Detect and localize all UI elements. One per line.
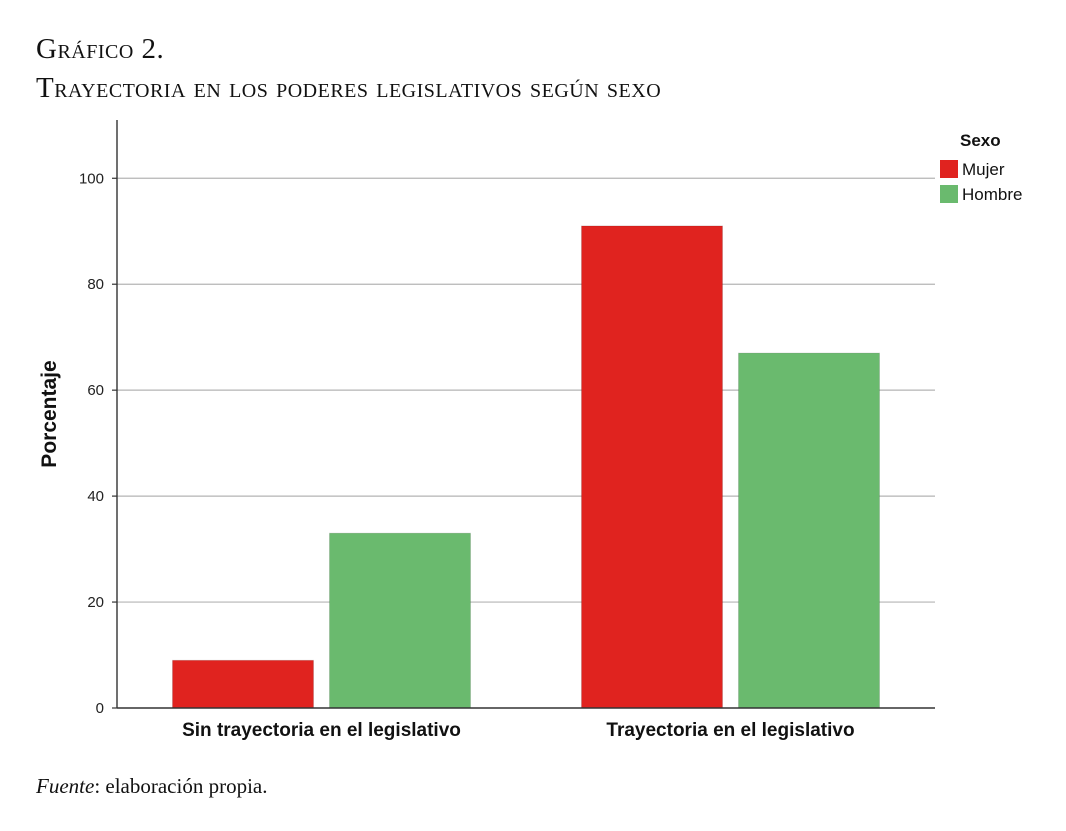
bar-chart: 0 20 40 60 80 100 Sin trayectoria en el legisl… — [38, 120, 1022, 741]
y-tick-label: 20 — [87, 594, 104, 611]
legend-label-hombre: Hombre — [962, 185, 1022, 204]
figure-title: Trayectoria en los poderes legislativos … — [36, 72, 662, 104]
y-tick-label: 0 — [96, 700, 104, 717]
y-tick-label: 40 — [87, 488, 104, 505]
bar-mujer-1 — [172, 659, 314, 709]
bars — [172, 225, 880, 709]
legend-title: Sexo — [960, 131, 1001, 150]
source-label: Fuente — [36, 774, 95, 798]
legend: Sexo Mujer Hombre — [940, 131, 1022, 204]
x-category-label: Trayectoria en el legislativo — [606, 720, 854, 741]
axes: 0 20 40 60 80 100 Sin trayectoria en el legisl… — [79, 120, 935, 741]
y-axis-label: Porcentaje — [38, 360, 61, 467]
y-tick-label: 80 — [87, 276, 104, 293]
bar-mujer-2 — [581, 225, 723, 709]
bar-hombre-2 — [738, 352, 880, 709]
legend-label-mujer: Mujer — [962, 160, 1005, 179]
figure-label: Gráfico 2. — [36, 33, 165, 65]
y-tick-label: 60 — [87, 382, 104, 399]
legend-swatch-mujer — [940, 160, 958, 178]
figure-title-block: Gráfico 2. Trayectoria en los poderes le… — [36, 30, 661, 108]
legend-swatch-hombre — [940, 185, 958, 203]
source-note: Fuente: elaboración propia. — [36, 774, 268, 799]
bar-hombre-1 — [329, 532, 471, 709]
y-tick-label: 100 — [79, 170, 104, 187]
x-category-label: Sin trayectoria en el legislativo — [182, 720, 461, 741]
source-text: : elaboración propia. — [94, 774, 268, 798]
